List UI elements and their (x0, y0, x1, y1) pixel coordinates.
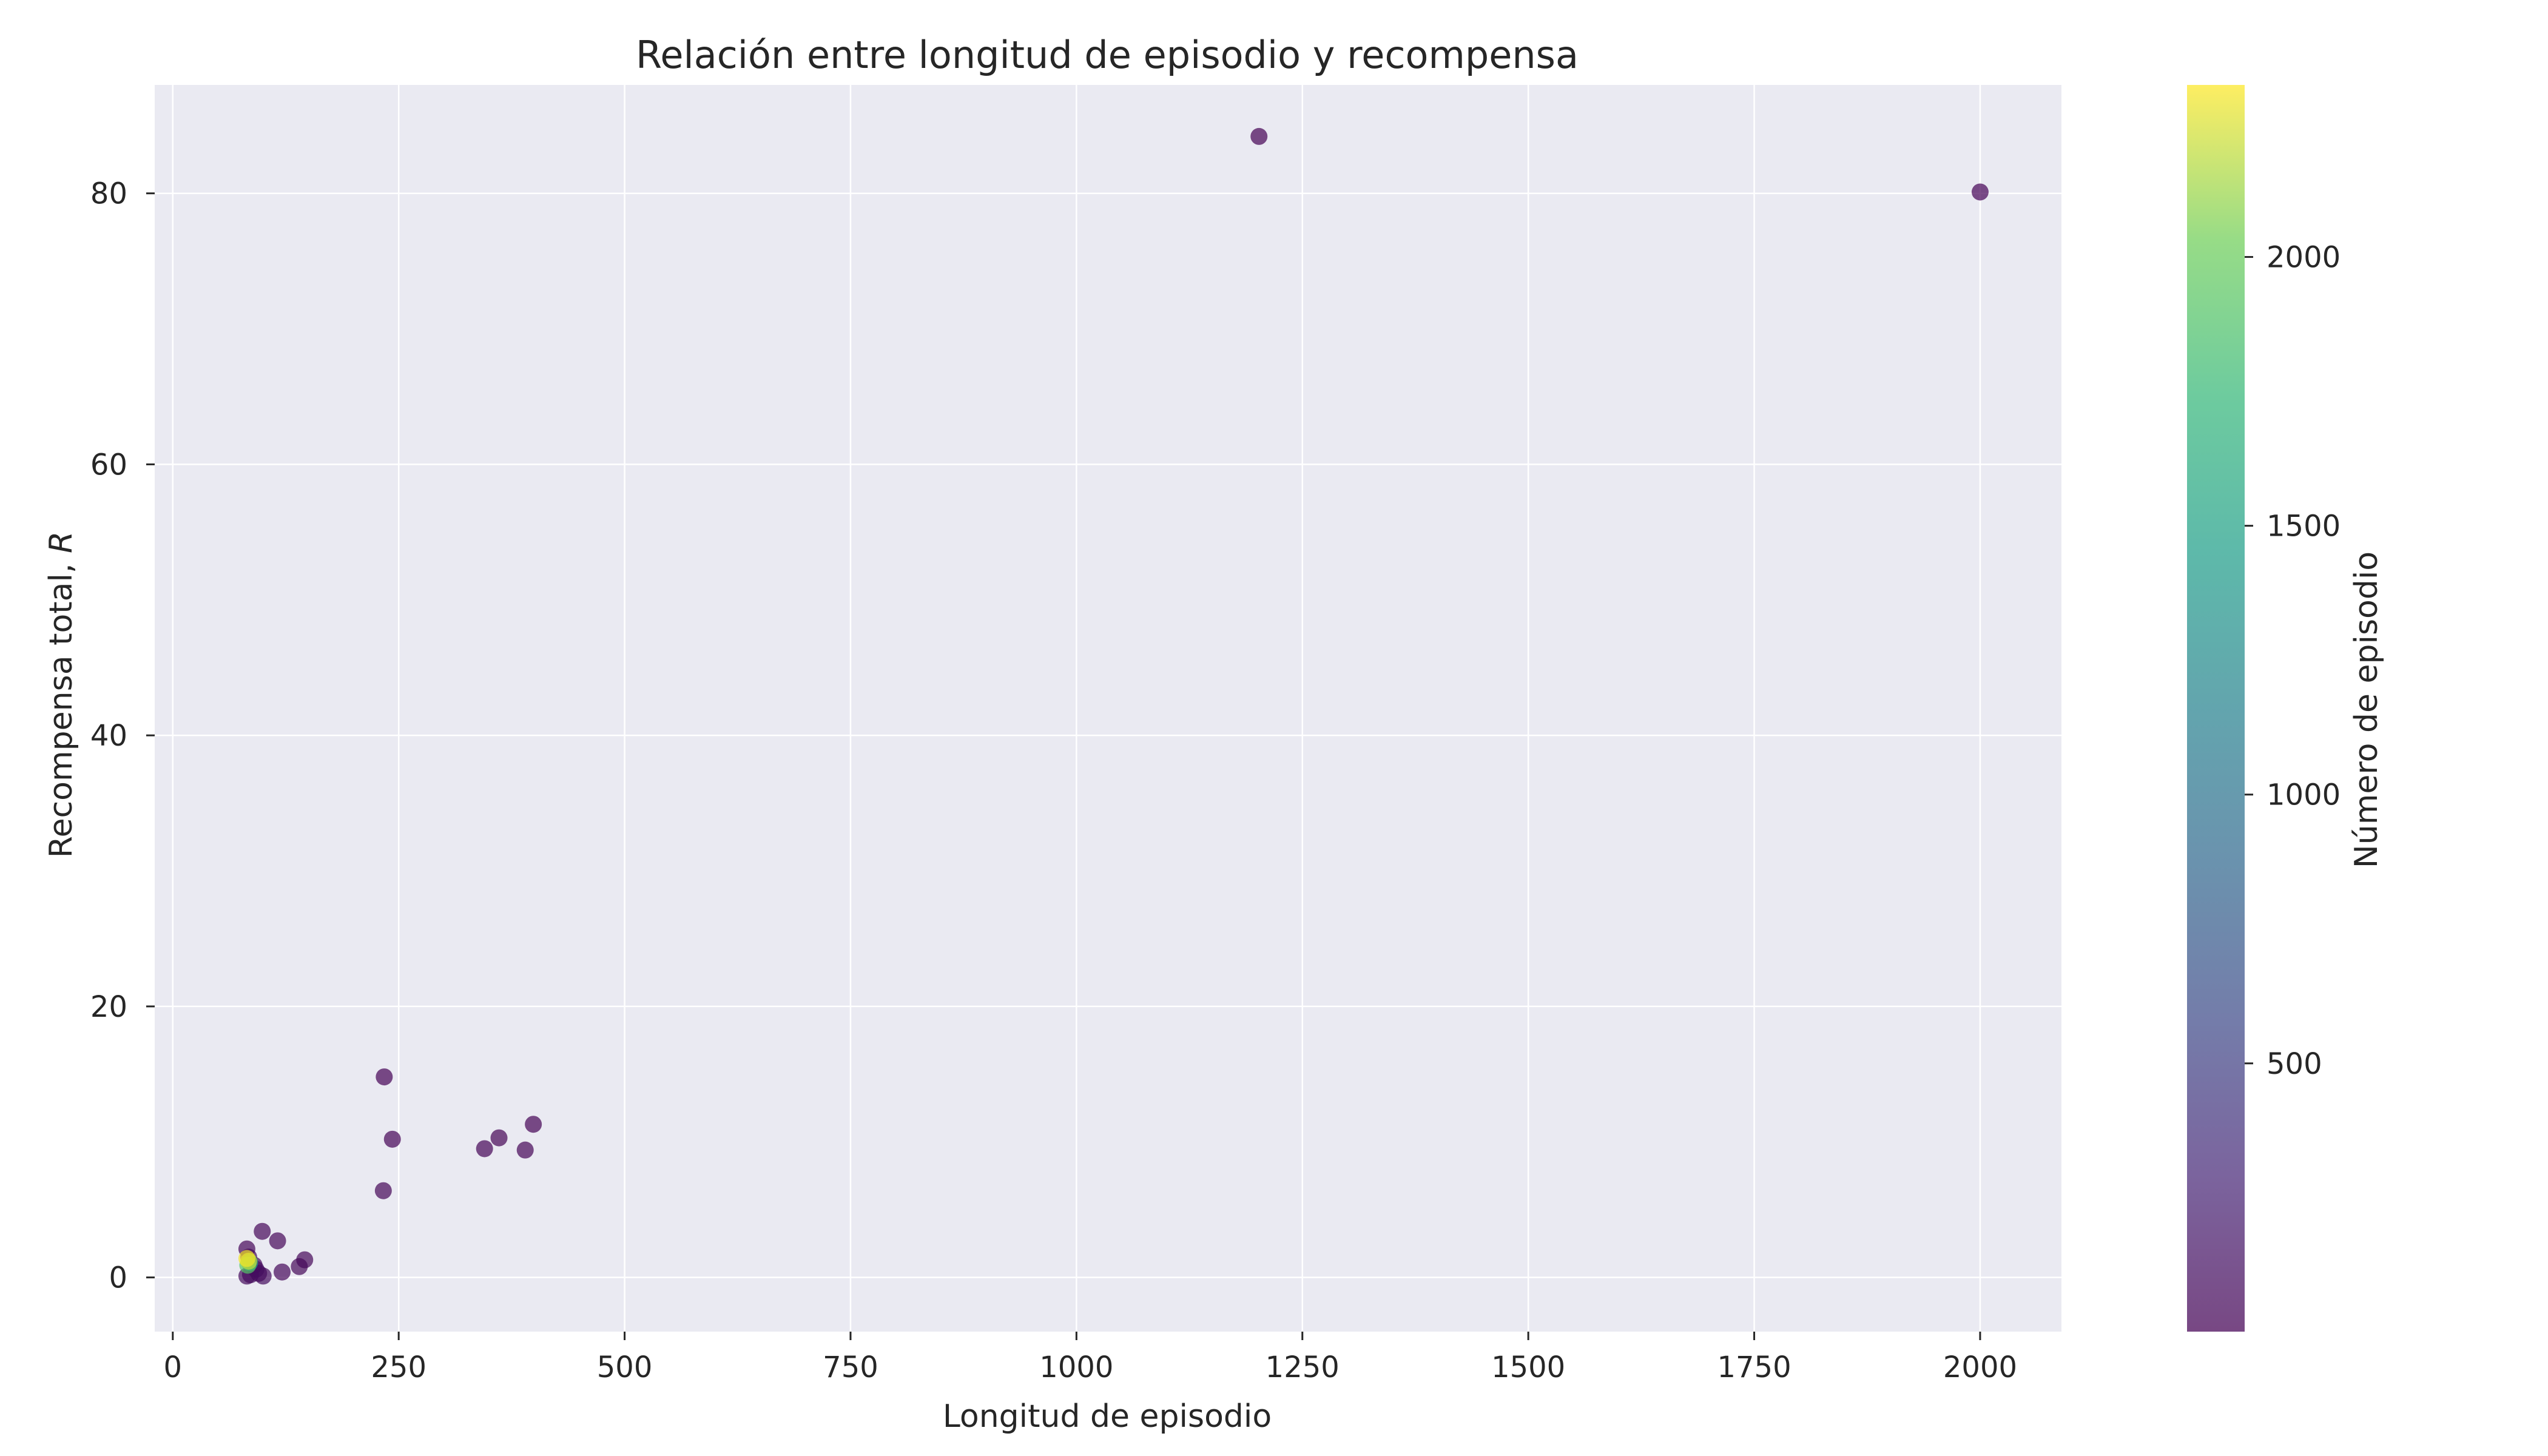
colorbar (2187, 85, 2245, 1332)
y-axis-label: Recompensa total, R (43, 531, 79, 858)
x-tick-label: 750 (823, 1350, 878, 1384)
data-point (291, 1258, 308, 1275)
x-tick-label: 1250 (1266, 1350, 1340, 1384)
y-tick-label: 60 (90, 448, 127, 482)
data-point (254, 1222, 271, 1240)
colorbar-tick-label: 2000 (2267, 241, 2341, 275)
y-axis-ticks: 0 20 40 60 80 (90, 177, 155, 1295)
grid-lines (155, 85, 2061, 1332)
data-point (525, 1116, 542, 1133)
plot-area (155, 85, 2061, 1332)
data-point (516, 1141, 534, 1159)
y-axis-label-text: Recompensa total, (43, 553, 79, 858)
x-tick-label: 1500 (1491, 1350, 1565, 1384)
x-tick-label: 500 (597, 1350, 653, 1384)
colorbar-label: Número de episodio (2348, 551, 2385, 868)
colorbar-tick-label: 500 (2267, 1047, 2322, 1081)
data-point (374, 1182, 392, 1199)
x-axis-ticks: 0 250 500 750 1000 1250 1500 1750 2000 (164, 1332, 2017, 1384)
x-tick-label: 1000 (1039, 1350, 1113, 1384)
data-point (476, 1140, 493, 1158)
x-tick-label: 0 (164, 1350, 183, 1384)
colorbar-tick-label: 1000 (2267, 778, 2341, 812)
colorbar-ticks: 500 1000 1500 2000 (2245, 241, 2341, 1081)
y-tick-label: 80 (90, 177, 127, 211)
y-tick-label: 40 (90, 719, 127, 753)
data-point (490, 1129, 508, 1147)
data-point (238, 1250, 255, 1267)
x-tick-label: 2000 (1943, 1350, 2017, 1384)
data-point (274, 1263, 291, 1281)
x-tick-label: 250 (371, 1350, 426, 1384)
x-tick-label: 1750 (1717, 1350, 1791, 1384)
data-point (269, 1232, 286, 1250)
data-points (238, 127, 1989, 1285)
data-point (376, 1068, 393, 1086)
y-tick-label: 20 (90, 990, 127, 1024)
y-tick-label: 0 (109, 1261, 127, 1295)
colorbar-tick-label: 1500 (2267, 510, 2341, 544)
y-axis-label-symbol: R (43, 531, 79, 553)
data-point (1250, 127, 1268, 145)
x-axis-label: Longitud de episodio (943, 1398, 1272, 1435)
data-point (1971, 183, 1989, 201)
chart-title: Relación entre longitud de episodio y re… (636, 33, 1579, 77)
data-point (383, 1130, 401, 1148)
